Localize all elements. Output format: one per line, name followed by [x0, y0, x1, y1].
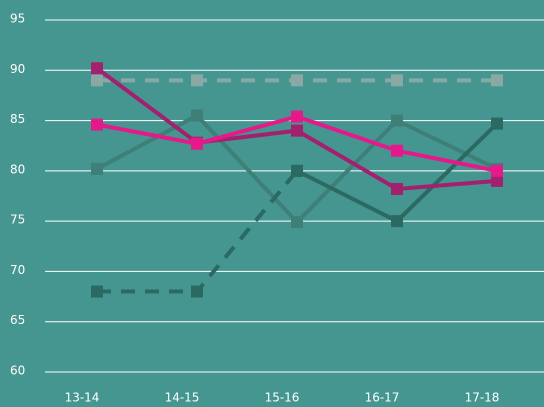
- point-marker: [291, 216, 303, 229]
- point-marker: [91, 74, 103, 87]
- y-tick-label: 95: [10, 12, 25, 26]
- y-tick-label: 75: [10, 213, 25, 227]
- series-line: [296, 122, 499, 224]
- point-marker: [91, 285, 103, 298]
- y-tick-label: 85: [10, 112, 25, 126]
- point-marker: [191, 137, 203, 150]
- point-marker: [491, 174, 503, 187]
- point-marker: [291, 164, 303, 177]
- x-tick-label: 16-17: [365, 391, 400, 405]
- x-tick-label: 13-14: [65, 391, 100, 405]
- point-marker: [291, 74, 303, 87]
- point-marker: [491, 117, 503, 130]
- point-marker: [191, 74, 203, 87]
- point-marker: [391, 144, 403, 157]
- point-marker: [391, 114, 403, 127]
- y-tick-label: 65: [10, 313, 25, 327]
- x-tick-label: 14-15: [165, 391, 200, 405]
- point-marker: [91, 118, 103, 131]
- point-marker: [191, 285, 203, 298]
- point-marker: [291, 110, 303, 123]
- y-tick-label: 80: [10, 162, 25, 176]
- point-marker: [391, 215, 403, 228]
- point-marker: [491, 74, 503, 87]
- x-tick-label: 17-18: [465, 391, 500, 405]
- point-marker: [391, 182, 403, 195]
- point-marker: [91, 62, 103, 75]
- y-tick-label: 90: [10, 62, 25, 76]
- point-marker: [391, 74, 403, 87]
- point-marker: [291, 124, 303, 137]
- point-marker: [191, 109, 203, 122]
- x-tick-label: 15-16: [265, 391, 300, 405]
- point-marker: [491, 164, 503, 177]
- y-tick-label: 70: [10, 263, 25, 277]
- point-marker: [91, 162, 103, 175]
- y-tick-label: 60: [10, 364, 25, 378]
